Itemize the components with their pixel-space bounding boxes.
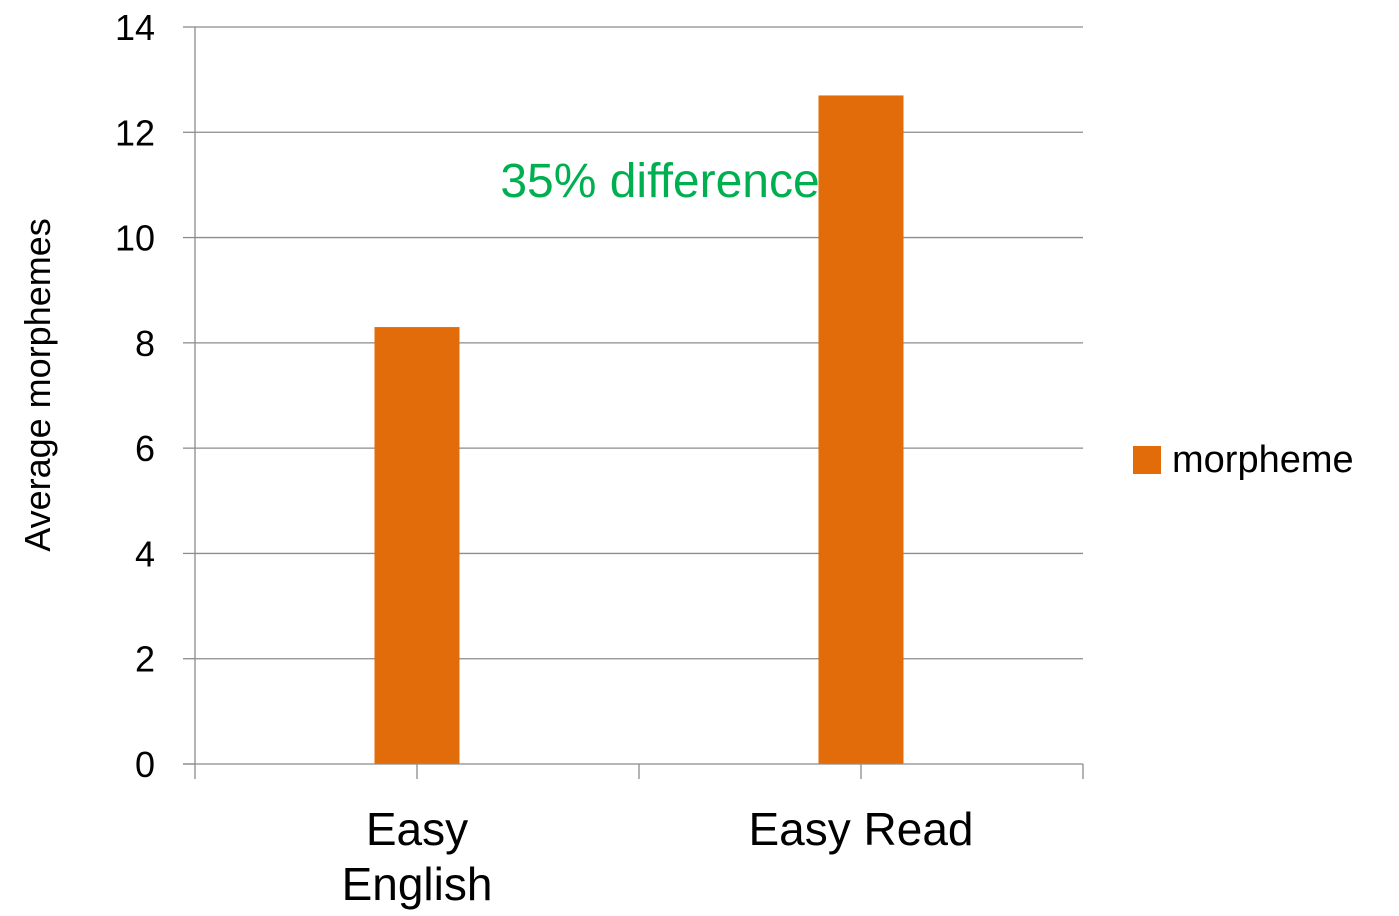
y-tick-label-4: 4 — [135, 533, 155, 574]
bar-morpheme-1 — [818, 95, 904, 764]
y-tick-label-14: 14 — [115, 7, 155, 48]
y-axis-ticks: 0 2 4 6 8 10 12 14 — [115, 7, 195, 785]
y-axis-label: Average morphemes — [17, 218, 58, 552]
y-tick-label-8: 8 — [135, 323, 155, 364]
y-tick-label-12: 12 — [115, 112, 155, 153]
legend-label-morpheme: morpheme — [1172, 439, 1354, 481]
legend: morpheme — [1133, 439, 1354, 481]
x-tick-label-1-0: Easy Read — [748, 803, 973, 855]
legend-swatch-morpheme — [1133, 446, 1161, 474]
y-tick-label-6: 6 — [135, 428, 155, 469]
gridlines — [195, 26, 1083, 660]
x-tick-label-0-0: Easy — [366, 803, 468, 855]
x-tick-label-0-1: English — [342, 858, 493, 910]
bars — [374, 95, 904, 764]
bar-morpheme-0 — [374, 327, 460, 764]
axes — [183, 27, 1083, 765]
y-tick-label-0: 0 — [135, 744, 155, 785]
y-tick-label-10: 10 — [115, 218, 155, 259]
y-tick-label-2: 2 — [135, 639, 155, 680]
difference-annotation: 35% difference — [500, 155, 819, 208]
